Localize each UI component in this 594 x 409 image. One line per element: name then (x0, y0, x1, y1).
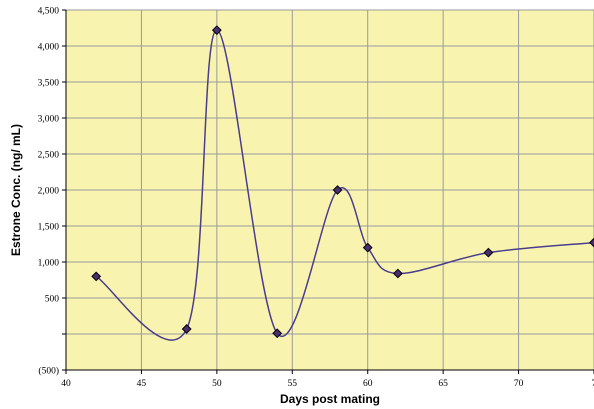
y-tick-label: 2,000 (38, 187, 60, 197)
x-tick-label: 45 (137, 379, 147, 389)
x-tick-label: 40 (61, 379, 71, 389)
y-axis-title: Estrone Conc. (ng/ mL) (9, 124, 23, 256)
y-tick-label: 1,500 (38, 223, 60, 233)
data-point-marker (91, 271, 102, 282)
y-tick-label: 3,500 (38, 79, 60, 89)
y-tick-label: (500) (38, 366, 59, 377)
y-tick-label: 4,000 (38, 43, 60, 53)
data-point-marker (589, 237, 594, 248)
y-tick-label: 4,500 (38, 7, 60, 17)
data-series (91, 25, 594, 341)
data-point-marker (362, 242, 373, 253)
data-point-marker (211, 25, 222, 36)
x-tick-label: 60 (363, 379, 373, 389)
grid-lines (66, 9, 594, 370)
x-axis-title: Days post mating (280, 392, 380, 406)
x-tick-label: 55 (288, 379, 298, 389)
y-tick-label: 3,000 (38, 115, 60, 125)
x-tick-label: 7 (592, 379, 594, 389)
x-tick-label: 65 (438, 379, 448, 389)
data-point-marker (272, 328, 283, 339)
x-tick-label: 50 (212, 379, 222, 389)
x-tick-label: 70 (514, 379, 524, 389)
data-point-marker (483, 247, 494, 258)
data-point-marker (181, 324, 192, 334)
data-point-marker (332, 185, 343, 195)
y-tick-label: 2,500 (38, 151, 60, 161)
y-tick-label: 500 (45, 295, 60, 305)
series-line (95, 29, 594, 341)
axes (62, 9, 594, 374)
data-point-marker (392, 268, 403, 279)
y-tick-label: 1,000 (38, 259, 60, 269)
tick-labels: (500) 500 1,000 1,500 2,000 2,500 3,000 3,500 4,… (38, 7, 594, 390)
